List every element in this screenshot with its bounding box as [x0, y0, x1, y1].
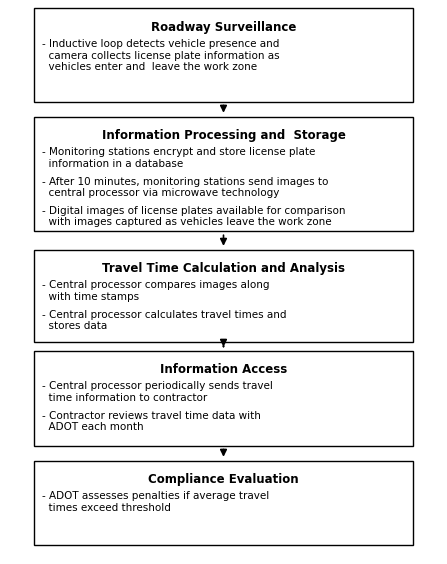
Bar — [34, 250, 413, 342]
Bar — [34, 351, 413, 446]
Text: Travel Time Calculation and Analysis: Travel Time Calculation and Analysis — [102, 262, 345, 275]
Text: - Monitoring stations encrypt and store license plate
  information in a databas: - Monitoring stations encrypt and store … — [42, 147, 315, 169]
Text: Information Access: Information Access — [160, 363, 287, 376]
Text: Compliance Evaluation: Compliance Evaluation — [148, 473, 299, 486]
Text: - Digital images of license plates available for comparison
  with images captur: - Digital images of license plates avail… — [42, 206, 345, 227]
Bar — [34, 461, 413, 545]
Text: Roadway Surveillance: Roadway Surveillance — [151, 21, 296, 34]
Text: - After 10 minutes, monitoring stations send images to
  central processor via m: - After 10 minutes, monitoring stations … — [42, 177, 328, 198]
Bar — [34, 8, 413, 102]
Text: Information Processing and  Storage: Information Processing and Storage — [101, 129, 346, 142]
Text: - Central processor compares images along
  with time stamps: - Central processor compares images alon… — [42, 280, 269, 302]
Bar — [34, 117, 413, 231]
Text: - Contractor reviews travel time data with
  ADOT each month: - Contractor reviews travel time data wi… — [42, 411, 261, 432]
Text: - Central processor periodically sends travel
  time information to contractor: - Central processor periodically sends t… — [42, 381, 272, 403]
Text: - Central processor calculates travel times and
  stores data: - Central processor calculates travel ti… — [42, 310, 286, 331]
Text: - ADOT assesses penalties if average travel
  times exceed threshold: - ADOT assesses penalties if average tra… — [42, 491, 269, 513]
Text: - Inductive loop detects vehicle presence and
  camera collects license plate in: - Inductive loop detects vehicle presenc… — [42, 39, 279, 72]
